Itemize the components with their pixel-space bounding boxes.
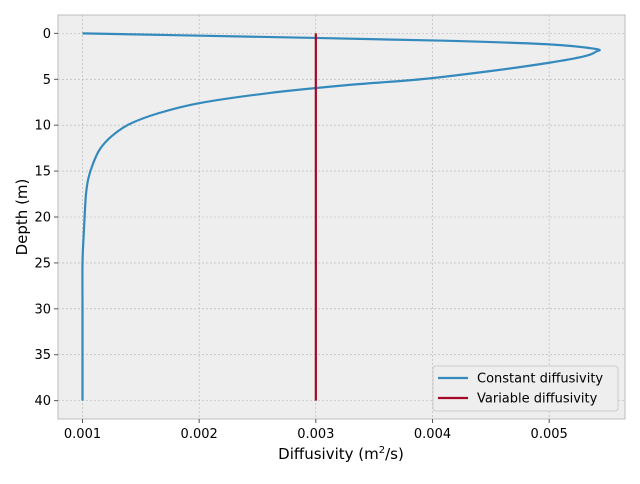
x-tick-label: 0.005	[531, 427, 568, 442]
legend-box	[432, 365, 619, 412]
y-tick-label: 10	[34, 119, 51, 134]
y-tick-label: 35	[34, 348, 51, 363]
x-tick-label: 0.002	[181, 427, 218, 442]
y-tick-label: 25	[34, 256, 51, 271]
x-tick-label: 0.001	[64, 427, 101, 442]
x-axis-label: Diffusivity (m2/s)	[278, 445, 404, 463]
x-axis-label-superscript: 2	[379, 445, 385, 456]
series-layer	[81, 32, 601, 401]
y-tick-label: 30	[34, 302, 51, 317]
x-tick-label: 0.003	[297, 427, 334, 442]
y-tick-label: 15	[34, 165, 51, 180]
y-axis-label: Depth (m)	[13, 179, 31, 256]
y-tick-label: 40	[34, 394, 51, 409]
legend-label-variable: Variable diffusivity	[477, 392, 598, 407]
legend-label-constant: Constant diffusivity	[477, 372, 603, 387]
x-tick-layer: 0.001 0.002 0.003 0.004 0.005	[64, 419, 568, 442]
y-tick-label: 0	[43, 27, 51, 42]
y-tick-label: 5	[43, 73, 51, 88]
x-tick-label: 0.004	[414, 427, 451, 442]
constant-diffusivity-line	[81, 32, 601, 401]
y-tick-layer: 0 5 10 15 20 25 30 35 40	[34, 27, 58, 409]
y-tick-label: 20	[34, 211, 51, 226]
legend: Constant diffusivity Variable diffusivit…	[432, 365, 619, 412]
